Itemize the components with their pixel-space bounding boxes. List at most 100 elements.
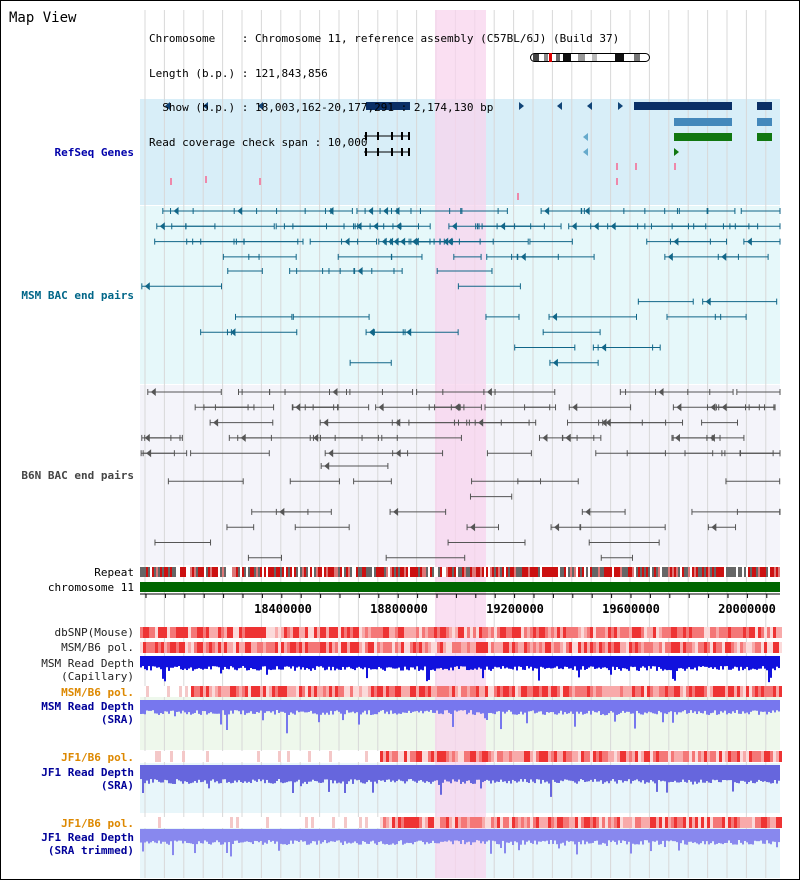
msm-cap-depth-bar bbox=[232, 656, 234, 668]
msm-pol-cell bbox=[713, 642, 716, 653]
jf1-trim-depth-bar bbox=[484, 829, 486, 844]
msm-cap-depth-bar bbox=[194, 656, 196, 670]
jf1-pol-cell bbox=[407, 817, 410, 828]
track-label-repeat[interactable]: Repeat bbox=[94, 566, 134, 579]
msm-cap-depth-bar bbox=[772, 656, 774, 669]
jf1-trim-depth-bar bbox=[660, 829, 662, 845]
repeat-mark bbox=[556, 567, 558, 577]
jf1-sra-depth-bar bbox=[436, 765, 438, 781]
jf1-pol-cell bbox=[200, 751, 203, 762]
msm-cap-depth-bar bbox=[524, 656, 526, 670]
jf1-trim-depth-bar bbox=[622, 829, 624, 841]
msm-pol-cell bbox=[608, 686, 611, 697]
jf1-trim-depth-bar bbox=[562, 829, 564, 843]
msm-cap-depth-bar bbox=[444, 656, 446, 669]
track-label-jf1-depth-trim[interactable]: JF1 Read Depth bbox=[41, 831, 134, 844]
repeat-mark bbox=[390, 567, 392, 577]
jf1-trim-depth-bar bbox=[470, 829, 472, 845]
jf1-trim-depth-bar bbox=[732, 829, 734, 845]
jf1-pol-cell bbox=[761, 817, 764, 828]
b6n-bac-pair-arrow bbox=[323, 418, 329, 427]
jf1-sra-depth-bar bbox=[258, 765, 260, 780]
msm-sra-depth-bar bbox=[566, 700, 568, 714]
msm-sra-depth-bar bbox=[302, 700, 304, 712]
jf1-trim-depth-bar bbox=[384, 829, 386, 845]
msm-pol-cell bbox=[719, 642, 722, 653]
track-label-msm-depth-sra[interactable]: MSM Read Depth bbox=[41, 700, 134, 713]
msm-cap-depth-bar bbox=[398, 656, 400, 668]
repeat-mark bbox=[574, 567, 576, 577]
msm-cap-depth-bar bbox=[290, 656, 292, 669]
track-label-refseq[interactable]: RefSeq Genes bbox=[54, 146, 134, 159]
jf1-pol-cell bbox=[215, 751, 218, 762]
track-label-jf1-pol-2[interactable]: JF1/B6 pol. bbox=[61, 817, 134, 830]
repeat-mark bbox=[368, 567, 370, 577]
msm-pol-cell bbox=[266, 686, 269, 697]
msm-pol-cell bbox=[482, 642, 485, 653]
track-label-msm-pol-2[interactable]: MSM/B6 pol. bbox=[61, 686, 134, 699]
chromosome-ideogram[interactable] bbox=[530, 53, 650, 62]
msm-pol-cell bbox=[524, 686, 527, 697]
msm-cap-depth-bar bbox=[344, 656, 346, 670]
msm-cap-depth-bar bbox=[338, 656, 340, 670]
jf1-sra-depth-bar bbox=[268, 765, 270, 783]
repeat-mark bbox=[764, 567, 766, 577]
msm-cap-depth-bar bbox=[508, 656, 510, 669]
jf1-sra-depth-bar bbox=[196, 765, 198, 783]
msm-pol-cell bbox=[239, 642, 242, 653]
msm-sra-depth-bar bbox=[484, 700, 486, 719]
jf1-sra-depth-bar bbox=[610, 765, 612, 781]
msm-pol-cell bbox=[305, 686, 308, 697]
msm-cap-depth-bar bbox=[364, 656, 366, 668]
jf1-pol-cell bbox=[779, 751, 782, 762]
jf1-pol-cell bbox=[449, 817, 452, 828]
repeat-mark bbox=[452, 567, 454, 577]
jf1-pol-cell bbox=[560, 751, 563, 762]
track-label-chromosome[interactable]: chromosome 11 bbox=[47, 581, 134, 594]
jf1-pol-cell bbox=[437, 751, 440, 762]
repeat-mark bbox=[598, 567, 600, 577]
msm-cap-depth-bar bbox=[300, 656, 302, 670]
jf1-sra-depth-bar bbox=[164, 765, 166, 780]
jf1-pol-cell bbox=[212, 817, 215, 828]
jf1-trim-depth-bar bbox=[300, 829, 302, 841]
repeat-mark bbox=[304, 567, 306, 577]
msm-sra-depth-bar bbox=[420, 700, 422, 711]
jf1-trim-depth-bar bbox=[378, 829, 380, 843]
repeat-mark bbox=[492, 567, 494, 577]
jf1-pol-cell bbox=[236, 751, 239, 762]
repeat-mark bbox=[562, 567, 564, 577]
jf1-pol-cell bbox=[386, 751, 389, 762]
track-label-jf1-depth-sra[interactable]: JF1 Read Depth bbox=[41, 766, 134, 779]
jf1-pol-cell bbox=[455, 817, 458, 828]
jf1-pol-cell bbox=[740, 751, 743, 762]
track-label-jf1-depth-trim-sub: (SRA trimmed) bbox=[47, 844, 134, 857]
jf1-pol-cell bbox=[596, 817, 599, 828]
track-label-msm-bac[interactable]: MSM BAC end pairs bbox=[21, 289, 134, 302]
jf1-pol-cell bbox=[272, 751, 275, 762]
msm-pol-cell bbox=[692, 686, 695, 697]
jf1-sra-depth-bar bbox=[420, 765, 422, 781]
track-label-msm-depth-cap[interactable]: MSM Read Depth bbox=[41, 657, 134, 670]
msm-pol-cell bbox=[725, 686, 728, 697]
dbsnp-cell bbox=[317, 627, 320, 638]
track-label-msm-pol-1[interactable]: MSM/B6 pol. bbox=[61, 641, 134, 654]
track-label-b6n-bac[interactable]: B6N BAC end pairs bbox=[21, 469, 134, 482]
msm-cap-depth-bar bbox=[658, 656, 660, 668]
dbsnp-cell bbox=[779, 627, 782, 638]
track-label-dbsnp[interactable]: dbSNP(Mouse) bbox=[54, 626, 134, 639]
jf1-sra-depth-bar bbox=[162, 765, 164, 783]
msm-cap-depth-bar bbox=[396, 656, 398, 669]
msm-pol-cell bbox=[593, 686, 596, 697]
jf1-pol-cell bbox=[140, 751, 143, 762]
jf1-sra-depth-bar bbox=[318, 765, 320, 783]
msm-pol-cell bbox=[461, 686, 464, 697]
jf1-pol-cell bbox=[626, 751, 629, 762]
track-label-jf1-pol-1[interactable]: JF1/B6 pol. bbox=[61, 751, 134, 764]
dbsnp-cell bbox=[719, 627, 722, 638]
msm-pol-cell bbox=[599, 686, 602, 697]
repeat-mark bbox=[396, 567, 398, 577]
dbsnp-cell bbox=[272, 627, 275, 638]
repeat-mark bbox=[200, 567, 202, 577]
